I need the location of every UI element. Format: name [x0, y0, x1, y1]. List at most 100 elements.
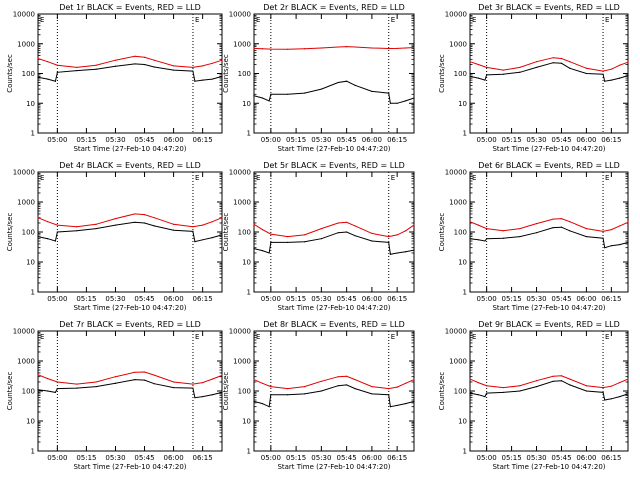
data-point [469, 221, 471, 223]
data-point [268, 252, 270, 254]
corner-mark: E [195, 333, 199, 341]
y-axis-label: Counts/sec [6, 213, 14, 252]
data-point [211, 62, 213, 64]
data-point [371, 386, 373, 388]
chart-panel: Det 5r BLACK = Events, RED = LLD 1 10 100 10… [222, 161, 415, 312]
data-point [604, 80, 606, 82]
data-point [569, 221, 571, 223]
data-point [172, 229, 175, 231]
series-line-black [37, 221, 223, 243]
data-point [337, 385, 339, 387]
chart-panel: Det 2r BLACK = Events, RED = LLD 1 10 100 10… [222, 3, 415, 153]
data-point [604, 247, 606, 249]
data-point [371, 47, 373, 49]
data-point [221, 374, 223, 377]
data-point [469, 75, 471, 77]
data-point [172, 381, 175, 383]
corner-mark: E [605, 333, 609, 341]
data-point [303, 386, 306, 388]
data-point [388, 47, 390, 50]
data-point [192, 230, 194, 232]
y-tick-label: 1 [463, 448, 467, 456]
x-tick-label: 05:45 [337, 136, 357, 144]
x-tick-label: 05:30 [105, 136, 125, 144]
x-tick-label: 05:30 [526, 295, 546, 303]
data-point [519, 66, 521, 69]
data-point [211, 394, 213, 396]
data-point [194, 397, 196, 399]
data-point [47, 377, 49, 380]
x-axis-label: Start Time (27-Feb-10 04:47:20) [277, 304, 390, 312]
data-point [320, 227, 322, 230]
data-point [221, 75, 223, 77]
chart-panel: Det 7r BLACK = Events, RED = LLD 1 10 100 10… [6, 320, 223, 471]
y-tick-label: 1000 [233, 40, 251, 48]
x-tick-label: 05:45 [337, 454, 357, 462]
x-tick-label: 05:45 [551, 454, 571, 462]
data-point [627, 221, 629, 223]
data-point [76, 70, 78, 72]
data-point [287, 93, 289, 95]
y-tick-label: 10 [242, 259, 251, 267]
plot-frame [37, 13, 223, 134]
data-point [404, 47, 407, 49]
data-point [114, 65, 117, 67]
chart-panel: Det 9r BLACK = Events, RED = LLD 1 10 100 10… [438, 320, 629, 471]
data-point [569, 61, 571, 63]
data-point [346, 80, 348, 82]
data-point [619, 77, 621, 79]
data-point [54, 240, 57, 242]
series-line-black [469, 62, 629, 82]
data-point [404, 100, 407, 102]
data-point [396, 47, 398, 49]
data-point [270, 386, 272, 388]
data-point [134, 63, 136, 65]
data-point [134, 378, 136, 381]
x-tick-label: 05:00 [477, 295, 497, 303]
data-point [303, 234, 306, 236]
y-tick-label: 10 [458, 418, 467, 426]
data-point [404, 382, 407, 384]
chart-panel: Det 3r BLACK = Events, RED = LLD 1 10 100 10… [438, 3, 629, 153]
data-point [346, 46, 348, 48]
series-line-red [253, 375, 415, 390]
data-point [261, 249, 264, 252]
data-point [388, 388, 390, 390]
y-tick-label: 1 [31, 130, 35, 138]
data-point [303, 393, 306, 395]
data-point [585, 390, 588, 392]
data-point [477, 239, 479, 241]
data-point [610, 79, 612, 81]
data-point [320, 380, 322, 382]
series-line-black [469, 380, 629, 401]
x-tick-label: 06:00 [576, 295, 596, 303]
y-tick-label: 1 [31, 448, 35, 456]
data-point [143, 63, 146, 66]
data-point [535, 223, 538, 225]
series-line-red [469, 375, 629, 389]
data-point [95, 223, 97, 225]
data-point [477, 224, 479, 226]
data-point [486, 74, 488, 76]
data-point [484, 240, 486, 242]
y-axis-label: Counts/sec [6, 54, 14, 93]
data-point [143, 222, 146, 224]
y-tick-label: 10 [242, 100, 251, 108]
y-tick-label: 1 [247, 448, 251, 456]
data-point [56, 224, 58, 226]
chart-panel: Det 4r BLACK = Events, RED = LLD 1 10 100 10… [6, 161, 223, 312]
x-tick-label: 06:15 [193, 295, 213, 303]
y-tick-label: 100 [22, 229, 35, 237]
data-point [602, 230, 604, 232]
data-point [172, 65, 175, 67]
chart-panel: Det 8r BLACK = Events, RED = LLD 1 10 100 10… [222, 320, 415, 471]
data-point [389, 406, 392, 408]
data-point [469, 378, 471, 380]
data-point [221, 391, 223, 393]
data-point [552, 227, 554, 229]
data-point [47, 78, 49, 80]
data-point [560, 226, 563, 228]
x-axis-label: Start Time (27-Feb-10 04:47:20) [277, 145, 390, 153]
data-point [211, 237, 213, 239]
data-point [47, 238, 49, 240]
